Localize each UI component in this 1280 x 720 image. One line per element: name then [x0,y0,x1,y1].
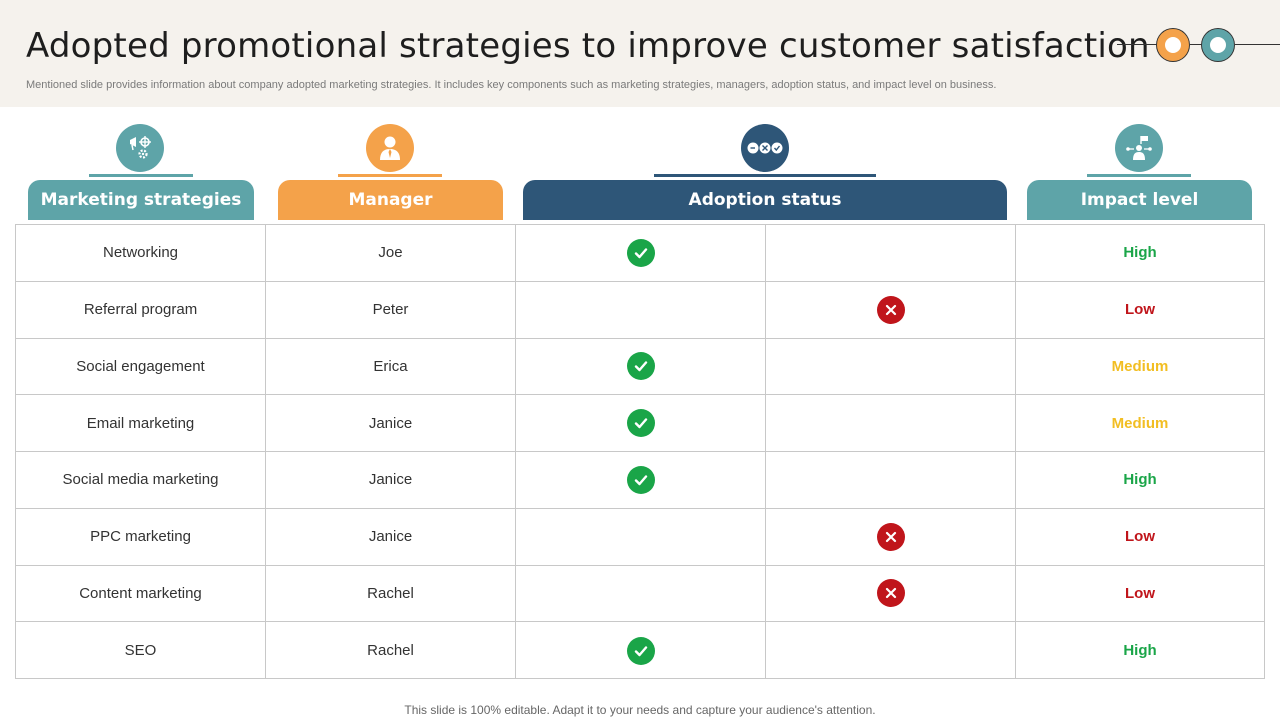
strategy-cell: Referral program [16,281,266,338]
manager-cell: Peter [266,281,516,338]
not-adopted-cell [766,565,1016,622]
table-row: PPC marketing Janice Low [16,508,1264,566]
impact-cell: High [1123,642,1157,660]
adopted-cell [516,225,766,281]
impact-cell: High [1123,471,1157,489]
decorative-line [1235,44,1280,45]
cross-icon [876,295,905,324]
impact-cell: Low [1125,528,1155,546]
not-adopted-cell [766,622,1016,679]
decorative-line [1190,44,1204,45]
check-icon [626,465,655,494]
not-adopted-cell [766,452,1016,508]
check-icon [626,238,655,267]
cross-icon [876,522,905,551]
strategy-cell: Email marketing [16,395,266,451]
check-icon [626,352,655,381]
column-header-adoption: Adoption status [523,180,1007,220]
page-subtitle: Mentioned slide provides information abo… [26,79,997,91]
table-row: Email marketing Janice Medium [16,395,1264,452]
impact-network-icon [1115,124,1163,172]
manager-cell: Janice [266,395,516,451]
strategy-cell: Social engagement [16,338,266,395]
impact-cell: Low [1125,301,1155,319]
check-icon [626,409,655,438]
table-row: Social media marketing Janice High [16,452,1264,509]
column-header-strategies: Marketing strategies [28,180,254,220]
adopted-cell [516,452,766,508]
table-row: Content marketing Rachel Low [16,565,1264,623]
not-adopted-cell [766,508,1016,565]
strategy-cell: Networking [16,225,266,281]
not-adopted-cell [766,395,1016,451]
table-row: Networking Joe High [16,225,1264,282]
impact-cell: Medium [1111,357,1169,375]
adopted-cell [516,622,766,679]
not-adopted-cell [766,338,1016,395]
strategy-cell: Social media marketing [16,452,266,508]
column-underline [1087,174,1191,177]
manager-person-icon [366,124,414,172]
manager-cell: Janice [266,508,516,565]
footer-note: This slide is 100% editable. Adapt it to… [404,703,876,717]
manager-cell: Janice [266,452,516,508]
not-adopted-cell [766,225,1016,281]
check-icon [626,636,655,665]
teal-ring-icon [1202,29,1234,61]
adopted-cell [516,395,766,451]
impact-cell: Medium [1111,414,1169,432]
strategy-gears-icon [116,124,164,172]
strategy-cell: PPC marketing [16,508,266,565]
decorative-line [1117,44,1157,45]
impact-cell: High [1123,244,1157,262]
table-row: Referral program Peter Low [16,281,1264,339]
adopted-cell [516,338,766,395]
strategy-cell: Content marketing [16,565,266,622]
column-underline [89,174,193,177]
page-title: Adopted promotional strategies to improv… [26,26,1150,66]
impact-cell: Low [1125,584,1155,602]
table-row: Social engagement Erica Medium [16,338,1264,396]
column-header-manager: Manager [278,180,503,220]
not-adopted-cell [766,281,1016,338]
manager-cell: Rachel [266,565,516,622]
manager-cell: Erica [266,338,516,395]
header-band [0,0,1280,107]
orange-ring-icon [1157,29,1189,61]
manager-cell: Joe [266,225,516,281]
column-underline [338,174,442,177]
manager-cell: Rachel [266,622,516,679]
column-underline [654,174,876,177]
strategy-cell: SEO [16,622,266,679]
column-header-impact: Impact level [1027,180,1252,220]
adopted-cell [516,281,766,338]
cross-icon [876,579,905,608]
adopted-cell [516,565,766,622]
strategy-table: Networking Joe High Referral program Peter Lo… [15,224,1265,679]
table-row: SEO Rachel High [16,622,1264,679]
adoption-status-icon [741,124,789,172]
adopted-cell [516,508,766,565]
